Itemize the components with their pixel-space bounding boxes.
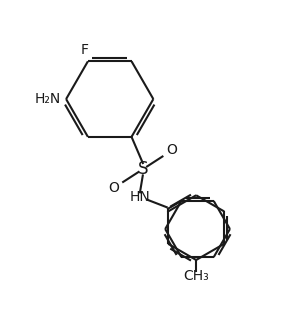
Text: O: O <box>108 181 119 195</box>
Text: HN: HN <box>130 190 150 204</box>
Text: O: O <box>166 143 177 157</box>
Text: CH₃: CH₃ <box>183 269 209 283</box>
Text: F: F <box>81 43 89 57</box>
Text: H₂N: H₂N <box>35 92 61 106</box>
Text: S: S <box>137 160 148 178</box>
